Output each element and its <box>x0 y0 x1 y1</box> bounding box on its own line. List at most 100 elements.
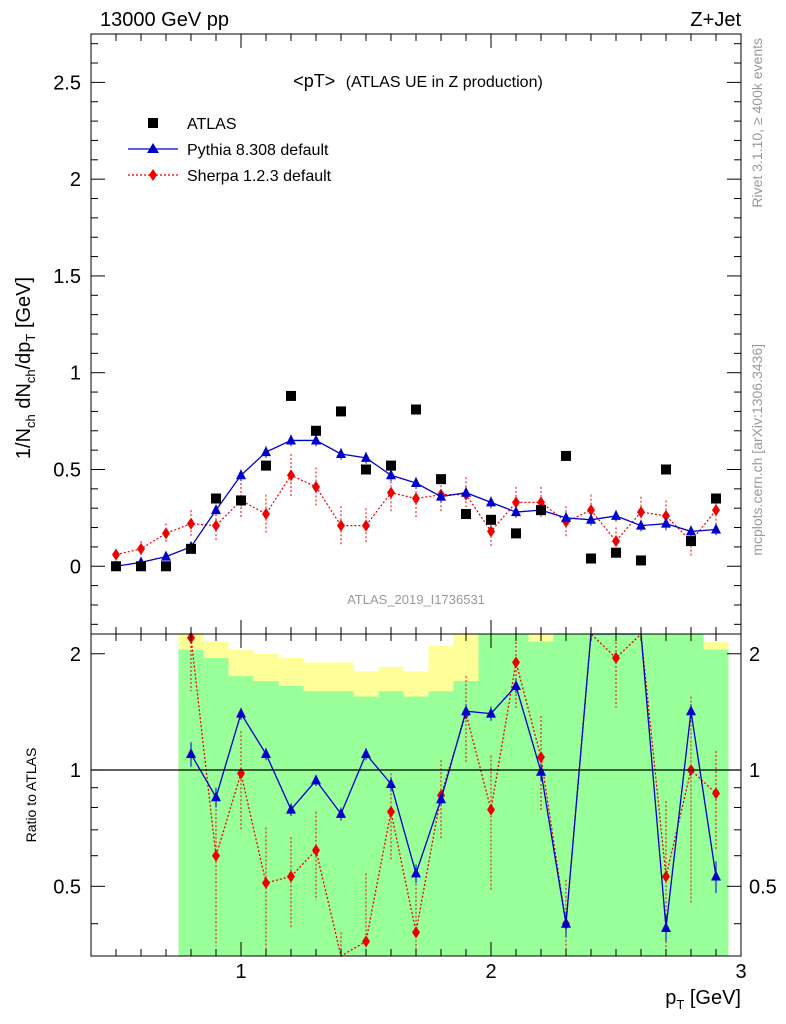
pythia-point <box>236 469 246 480</box>
pythia-point <box>686 525 696 536</box>
ratio-y-tick-label-left: 0.5 <box>53 876 81 898</box>
main-y-tick-label: 2.5 <box>53 72 81 94</box>
green-band-bin <box>353 696 379 956</box>
main-y-tick-label: 0.5 <box>53 459 81 481</box>
rivet-label: Rivet 3.1.10, ≥ 400k events <box>749 38 765 208</box>
atlas-point <box>161 561 171 572</box>
ratio-pythia-point <box>236 707 246 718</box>
sherpa-point <box>162 527 170 540</box>
green-band-bin <box>653 634 679 956</box>
legend-sherpa-marker <box>149 169 157 181</box>
atlas-point <box>586 553 596 564</box>
ratio-pythia-point <box>186 748 196 759</box>
green-band-bin <box>703 649 729 956</box>
sherpa-point <box>212 519 220 532</box>
pythia-point <box>161 550 171 561</box>
analysis-id: ATLAS_2019_I1736531 <box>347 592 485 607</box>
ratio-sherpa-point <box>387 805 395 818</box>
atlas-point <box>286 390 296 401</box>
main-y-tick-label: 1 <box>70 363 81 385</box>
ratio-y-tick-label-left: 2 <box>70 644 81 666</box>
sherpa-point <box>262 508 270 520</box>
atlas-point <box>536 505 546 516</box>
sherpa-point <box>312 480 320 493</box>
atlas-point <box>311 425 321 436</box>
green-band-bin <box>303 691 329 956</box>
main-y-tick-label: 2 <box>70 169 81 191</box>
sherpa-point <box>112 548 120 561</box>
ratio-pythia-point <box>336 807 346 818</box>
ratio-pythia-point <box>361 748 371 759</box>
ratio-sherpa-point <box>312 844 320 857</box>
green-band-bin <box>328 691 354 956</box>
ratio-y-tick-label-right: 1 <box>749 760 760 782</box>
x-tick-label: 2 <box>485 961 496 983</box>
ratio-pythia-point <box>386 778 396 789</box>
main-y-tick-label: 1.5 <box>53 266 81 288</box>
ratio-sherpa-point <box>662 870 670 883</box>
ratio-pythia-point <box>436 793 446 804</box>
ratio-sherpa-point <box>362 935 370 948</box>
sherpa-point <box>187 517 195 530</box>
pythia-point <box>586 513 596 524</box>
atlas-point <box>636 555 646 566</box>
sherpa-point <box>512 496 520 509</box>
pythia-point <box>611 509 621 520</box>
green-band-bin <box>628 634 654 956</box>
green-band-bin <box>578 634 604 956</box>
atlas-point <box>486 514 496 525</box>
ratio-pythia-point <box>286 803 296 814</box>
ratio-pythia-point <box>686 705 696 716</box>
ratio-sherpa-point <box>212 849 220 862</box>
pythia-point <box>411 477 421 488</box>
ratio-pythia-point <box>311 774 321 785</box>
sherpa-point <box>362 519 370 532</box>
x-axis-label: pT [GeV] <box>665 987 741 1012</box>
pythia-point <box>261 446 271 457</box>
sherpa-point <box>412 492 420 505</box>
atlas-point <box>236 495 246 506</box>
header-left: 13000 GeV pp <box>100 9 229 31</box>
pythia-point <box>436 490 446 501</box>
sherpa-point <box>287 469 295 482</box>
ratio-y-tick-label-right: 0.5 <box>749 876 777 898</box>
ratio-pythia-point <box>561 917 571 928</box>
ratio-pythia-point <box>211 791 221 802</box>
main-y-tick-label: 0 <box>70 556 81 578</box>
sherpa-point <box>587 504 595 517</box>
legend-atlas-marker <box>148 118 158 128</box>
plot-title-sub: (ATLAS UE in Z production) <box>346 74 543 91</box>
ratio-pythia-point <box>261 748 271 759</box>
ratio-y-tick-label-right: 2 <box>749 644 760 666</box>
ratio-pythia-point <box>511 680 521 691</box>
sherpa-point <box>137 542 145 555</box>
sherpa-point <box>337 519 345 532</box>
atlas-point <box>211 493 221 504</box>
legend-sherpa-label: Sherpa 1.2.3 default <box>187 168 332 185</box>
ratio-pythia-point <box>411 867 421 878</box>
atlas-point <box>411 404 421 415</box>
legend-pythia-marker <box>147 143 159 153</box>
pythia-point <box>311 434 321 445</box>
green-band-bin <box>178 649 204 956</box>
atlas-point <box>611 547 621 558</box>
pythia-point <box>336 448 346 458</box>
atlas-point <box>686 536 696 547</box>
main-y-label: 1/Nch dNch/dpT [GeV] <box>13 277 38 459</box>
ratio-pythia-point <box>711 870 721 881</box>
mcplots-label: mcplots.cern.ch [arXiv:1306.3436] <box>749 344 765 556</box>
green-band-bin <box>278 686 304 956</box>
ratio-sherpa-point <box>287 870 295 883</box>
atlas-point <box>111 561 121 572</box>
pythia-point <box>661 517 671 528</box>
pythia-point <box>636 519 646 530</box>
header-right: Z+Jet <box>690 9 741 31</box>
atlas-point <box>711 493 721 504</box>
atlas-point <box>461 509 471 519</box>
sherpa-point <box>612 535 620 548</box>
pythia-point <box>286 434 296 445</box>
pythia-point <box>386 469 396 480</box>
legend-pythia-label: Pythia 8.308 default <box>187 142 329 159</box>
ratio-pythia-point <box>461 705 471 716</box>
ratio-sherpa-point <box>487 803 495 816</box>
